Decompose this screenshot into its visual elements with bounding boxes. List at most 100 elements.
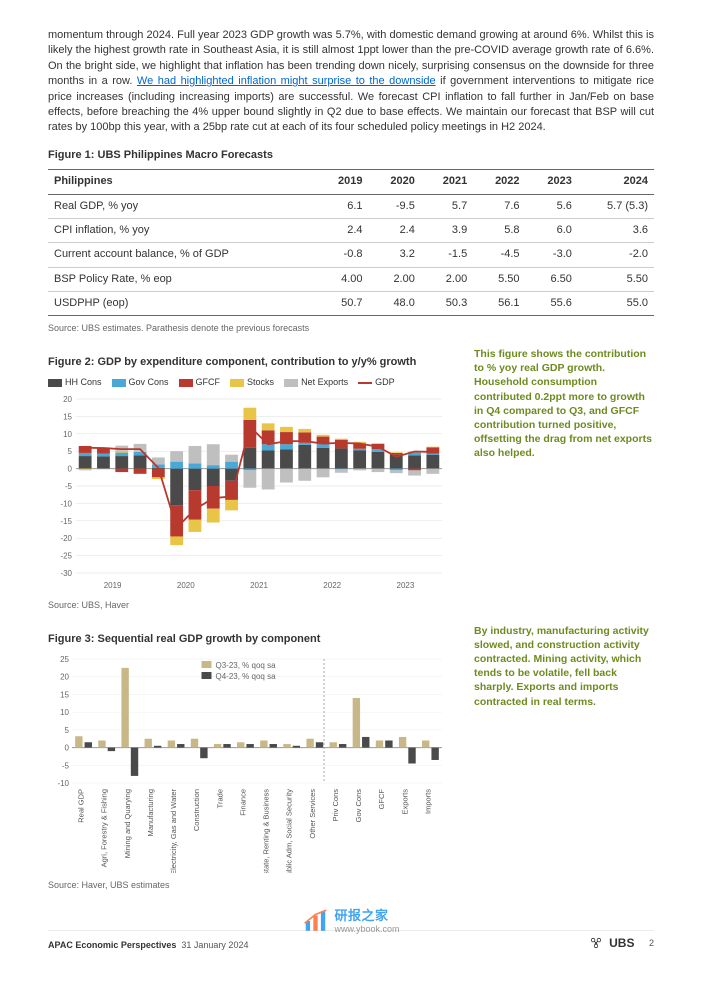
svg-text:Q3-23, % qoq sa: Q3-23, % qoq sa	[216, 661, 277, 670]
svg-text:Electricity, Gas and Water: Electricity, Gas and Water	[169, 789, 178, 874]
svg-text:2023: 2023	[397, 581, 415, 590]
table-cell: 5.7	[421, 194, 473, 218]
table-header-cell: 2023	[526, 170, 578, 194]
fig3-chart: -10-50510152025Q3-23, % qoq saQ4-23, % q…	[48, 653, 448, 873]
footer-date: 31 January 2024	[181, 940, 248, 950]
macro-table: Philippines201920202021202220232024 Real…	[48, 169, 654, 316]
svg-text:GFCF: GFCF	[377, 789, 386, 810]
table-cell: 5.50	[578, 267, 654, 291]
fig2-legend: HH Cons Gov Cons GFCF Stocks Net Exports…	[48, 376, 462, 389]
table-row: USDPHP (eop)50.748.050.356.155.655.0	[48, 292, 654, 316]
svg-text:Mining and Quarying: Mining and Quarying	[123, 789, 132, 858]
svg-text:20: 20	[63, 395, 72, 404]
inflation-link[interactable]: We had highlighted inflation might surpr…	[137, 75, 436, 87]
table-cell: 5.8	[473, 218, 525, 242]
legend-swatch-hh	[48, 379, 62, 387]
table-row: BSP Policy Rate, % eop4.002.002.005.506.…	[48, 267, 654, 291]
table-cell: 6.1	[316, 194, 368, 218]
svg-text:Other Services: Other Services	[308, 789, 317, 839]
table-cell: -4.5	[473, 243, 525, 267]
table-cell: 3.6	[578, 218, 654, 242]
legend-swatch-gdp	[358, 382, 372, 384]
table-cell: Real GDP, % yoy	[48, 194, 316, 218]
footer-page: 2	[649, 937, 654, 950]
svg-text:2020: 2020	[177, 581, 195, 590]
table-cell: 4.00	[316, 267, 368, 291]
fig2-title: Figure 2: GDP by expenditure component, …	[48, 355, 462, 370]
svg-text:5: 5	[68, 447, 73, 456]
svg-text:Real Estate, Renting & Busines: Real Estate, Renting & Business	[262, 789, 271, 873]
table-cell: 56.1	[473, 292, 525, 316]
table-cell: -9.5	[369, 194, 421, 218]
page-footer: APAC Economic Perspectives 31 January 20…	[48, 930, 654, 952]
table-cell: CPI inflation, % yoy	[48, 218, 316, 242]
footer-brand: UBS	[609, 935, 634, 952]
svg-text:Gov Cons: Gov Cons	[354, 789, 363, 823]
legend-swatch-stocks	[230, 379, 244, 387]
svg-text:-5: -5	[62, 761, 70, 770]
svg-text:25: 25	[60, 655, 69, 664]
table-cell: 3.2	[369, 243, 421, 267]
svg-text:Priv Cons: Priv Cons	[331, 789, 340, 822]
svg-text:Agri, Forestry & Fishing: Agri, Forestry & Fishing	[100, 789, 109, 867]
table-row: Current account balance, % of GDP-0.83.2…	[48, 243, 654, 267]
table-header-cell: 2019	[316, 170, 368, 194]
table-cell: USDPHP (eop)	[48, 292, 316, 316]
fig2-source: Source: UBS, Haver	[48, 599, 462, 612]
svg-text:Real GDP: Real GDP	[77, 789, 86, 823]
svg-text:2021: 2021	[250, 581, 268, 590]
table-header-cell: 2021	[421, 170, 473, 194]
svg-text:-30: -30	[60, 569, 72, 578]
table-cell: 50.3	[421, 292, 473, 316]
table-header-cell: 2020	[369, 170, 421, 194]
legend-swatch-gov	[112, 379, 126, 387]
svg-text:Q4-23, % qoq sa: Q4-23, % qoq sa	[216, 672, 277, 681]
svg-text:-10: -10	[60, 499, 72, 508]
svg-text:15: 15	[60, 690, 69, 699]
table-cell: 7.6	[473, 194, 525, 218]
fig3-sidenote: By industry, manufacturing activity slow…	[474, 624, 654, 709]
table-cell: 48.0	[369, 292, 421, 316]
body-paragraph: momentum through 2024. Full year 2023 GD…	[48, 28, 654, 136]
table-cell: -2.0	[578, 243, 654, 267]
table-cell: 5.7 (5.3)	[578, 194, 654, 218]
table-cell: 2.00	[369, 267, 421, 291]
svg-text:5: 5	[65, 726, 70, 735]
table-cell: 2.4	[316, 218, 368, 242]
svg-text:0: 0	[68, 465, 73, 474]
table-row: Real GDP, % yoy6.1-9.55.77.65.65.7 (5.3)	[48, 194, 654, 218]
fig2-chart: -30 -25 -20 -15 -10 -5 0 5 10 15 20 2019 2020 2021 202…	[48, 393, 448, 593]
footer-title: APAC Economic Perspectives	[48, 940, 176, 950]
fig3-title: Figure 3: Sequential real GDP growth by …	[48, 632, 462, 647]
svg-text:-20: -20	[60, 534, 72, 543]
table-header-row: Philippines201920202021202220232024	[48, 170, 654, 194]
table-row: CPI inflation, % yoy2.42.43.95.86.03.6	[48, 218, 654, 242]
svg-text:-25: -25	[60, 552, 72, 561]
svg-text:-5: -5	[65, 482, 73, 491]
svg-text:20: 20	[60, 673, 69, 682]
svg-text:10: 10	[60, 708, 69, 717]
table-cell: 55.6	[526, 292, 578, 316]
svg-text:-10: -10	[57, 779, 69, 788]
fig2-sidenote: This figure shows the contribution to % …	[474, 347, 654, 460]
svg-text:10: 10	[63, 430, 72, 439]
table-cell: -3.0	[526, 243, 578, 267]
svg-text:15: 15	[63, 412, 72, 421]
table-cell: -0.8	[316, 243, 368, 267]
fig3-source: Source: Haver, UBS estimates	[48, 879, 462, 892]
watermark-main: 研报之家	[334, 908, 388, 923]
table-cell: 6.0	[526, 218, 578, 242]
table-header-cell: Philippines	[48, 170, 316, 194]
table-cell: 5.50	[473, 267, 525, 291]
svg-text:Finance: Finance	[238, 789, 247, 816]
table-cell: BSP Policy Rate, % eop	[48, 267, 316, 291]
table-cell: -1.5	[421, 243, 473, 267]
svg-text:-15: -15	[60, 517, 72, 526]
svg-text:Exports: Exports	[400, 789, 409, 815]
svg-text:Imports: Imports	[423, 789, 432, 814]
table-cell: 55.0	[578, 292, 654, 316]
ubs-keys-icon	[589, 936, 603, 950]
table-cell: 3.9	[421, 218, 473, 242]
svg-text:2019: 2019	[104, 581, 122, 590]
table-cell: 50.7	[316, 292, 368, 316]
